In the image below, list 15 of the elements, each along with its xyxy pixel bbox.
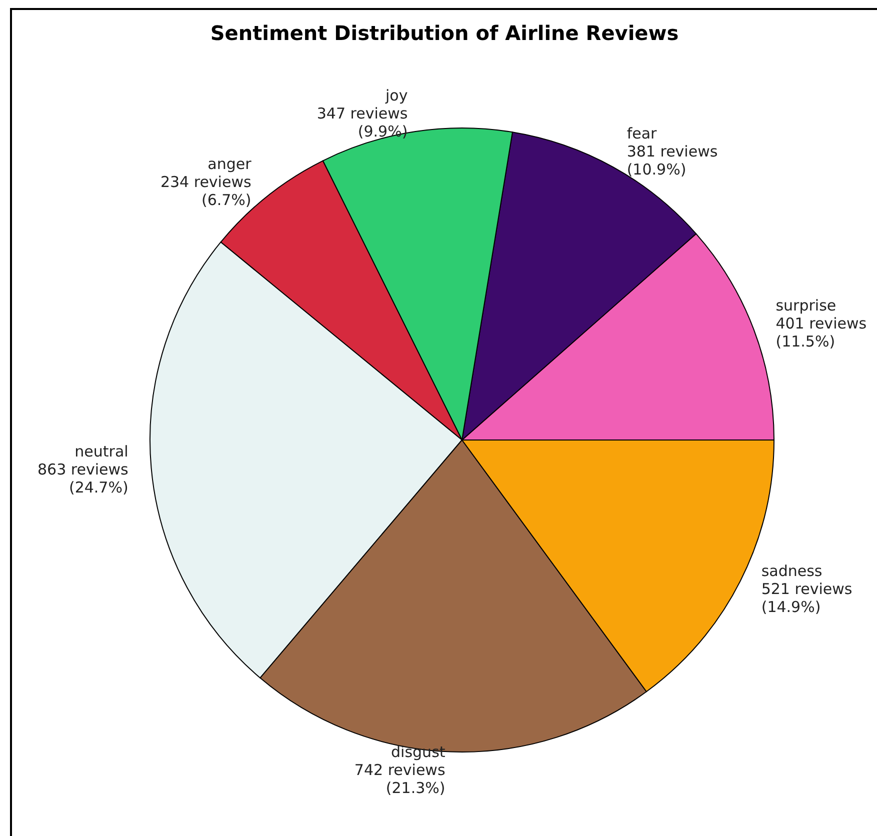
data-label: 347 reviews (9.9%) [316,104,408,141]
slice-label: joy [384,86,408,105]
slice-label: anger [208,154,252,173]
slice-label: disgust [391,742,446,761]
data-label: 742 reviews (21.3%) [354,760,446,797]
chart-title: Sentiment Distribution of Airline Reviews [210,21,679,45]
data-label: 401 reviews (11.5%) [776,314,867,350]
slice-label: neutral [74,442,128,461]
slice-label: surprise [776,296,836,314]
slice-label: fear [626,124,658,142]
slice-label: sadness [761,562,822,580]
data-label: 863 reviews (24.7%) [38,460,129,497]
data-label: 381 reviews (10.9%) [626,142,718,178]
data-label: 521 reviews (14.9%) [761,580,852,616]
data-label: 234 reviews (6.7%) [160,172,252,209]
